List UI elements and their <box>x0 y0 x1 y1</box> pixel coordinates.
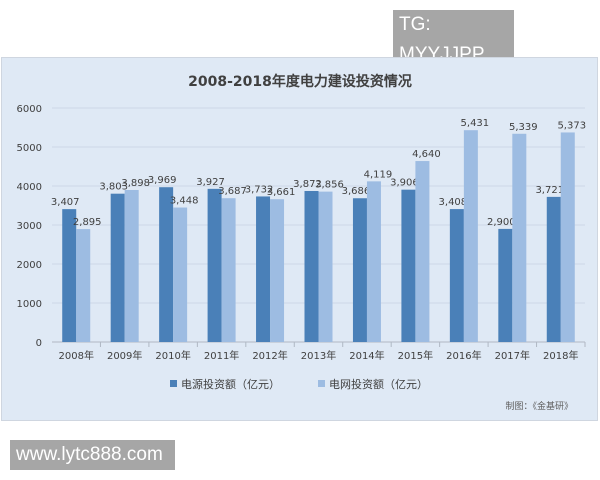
data-label: 4,119 <box>364 169 393 180</box>
data-label: 4,640 <box>412 149 441 160</box>
bar-power-grid <box>415 161 430 342</box>
data-label: 3,969 <box>148 175 177 186</box>
legend-swatch <box>170 380 177 387</box>
data-label: 5,431 <box>461 118 490 129</box>
x-tick-label: 2014年 <box>349 349 384 362</box>
bar-power-grid <box>270 199 285 342</box>
y-tick-label: 3000 <box>17 221 42 232</box>
bar-power-source <box>256 196 271 342</box>
legend-swatch <box>318 380 325 387</box>
data-label: 3,721 <box>535 185 564 196</box>
data-label: 3,407 <box>51 197 80 208</box>
data-label: 5,339 <box>509 122 538 133</box>
bar-power-grid <box>76 229 91 342</box>
data-label: 3,898 <box>121 178 150 189</box>
bar-power-grid <box>560 132 575 342</box>
x-tick-label: 2015年 <box>398 349 433 362</box>
bar-power-source <box>401 189 416 342</box>
data-label: 3,686 <box>342 186 371 197</box>
x-tick-label: 2012年 <box>252 349 287 362</box>
bar-power-grid <box>173 207 188 342</box>
bar-power-grid <box>512 133 527 342</box>
watermark-bottom: www.lytc888.com <box>10 440 175 470</box>
data-label: 3,906 <box>390 178 419 189</box>
y-tick-label: 1000 <box>17 299 42 310</box>
x-tick-label: 2016年 <box>446 349 481 362</box>
x-tick-label: 2018年 <box>543 349 578 362</box>
bar-power-grid <box>366 181 381 342</box>
source-note: 制图：《金基研》 <box>505 400 573 412</box>
data-label: 2,895 <box>73 217 102 228</box>
bar-power-grid <box>124 189 139 342</box>
chart-title: 2008-2018年度电力建设投资情况 <box>188 73 412 90</box>
data-label: 3,856 <box>315 180 344 191</box>
x-tick-label: 2009年 <box>107 349 142 362</box>
data-label: 3,927 <box>196 177 225 188</box>
data-label: 3,687 <box>218 186 247 197</box>
data-label: 5,373 <box>557 120 586 131</box>
bar-power-source <box>207 188 222 342</box>
bar-power-source <box>304 190 319 342</box>
bar-power-source <box>159 187 174 342</box>
x-tick-label: 2008年 <box>59 349 94 362</box>
y-tick-label: 2000 <box>17 260 42 271</box>
legend-label: 电网投资额（亿元） <box>329 377 428 391</box>
data-label: 3,448 <box>170 196 199 207</box>
bar-power-source <box>546 196 561 342</box>
x-tick-label: 2013年 <box>301 349 336 362</box>
bar-power-grid <box>318 191 333 342</box>
x-tick-label: 2017年 <box>495 349 530 362</box>
y-tick-label: 6000 <box>17 104 42 115</box>
bar-power-grid <box>221 198 236 342</box>
data-label: 3,408 <box>439 197 468 208</box>
bar-power-source <box>110 193 125 342</box>
data-label: 3,872 <box>293 179 322 190</box>
bar-power-source <box>62 209 77 342</box>
x-tick-label: 2010年 <box>155 349 190 362</box>
y-tick-label: 4000 <box>17 182 42 193</box>
legend-label: 电源投资额（亿元） <box>181 377 280 391</box>
data-label: 3,803 <box>99 182 128 193</box>
y-tick-label: 5000 <box>17 143 42 154</box>
bar-power-source <box>352 198 367 342</box>
y-tick-label: 0 <box>36 338 42 349</box>
x-tick-label: 2011年 <box>204 349 239 362</box>
bar-power-source <box>449 209 464 342</box>
bar-power-source <box>498 228 513 342</box>
data-label: 3,661 <box>267 187 296 198</box>
data-label: 2,900 <box>487 217 516 228</box>
bar-power-grid <box>463 130 478 342</box>
data-label: 3,732 <box>245 184 274 195</box>
